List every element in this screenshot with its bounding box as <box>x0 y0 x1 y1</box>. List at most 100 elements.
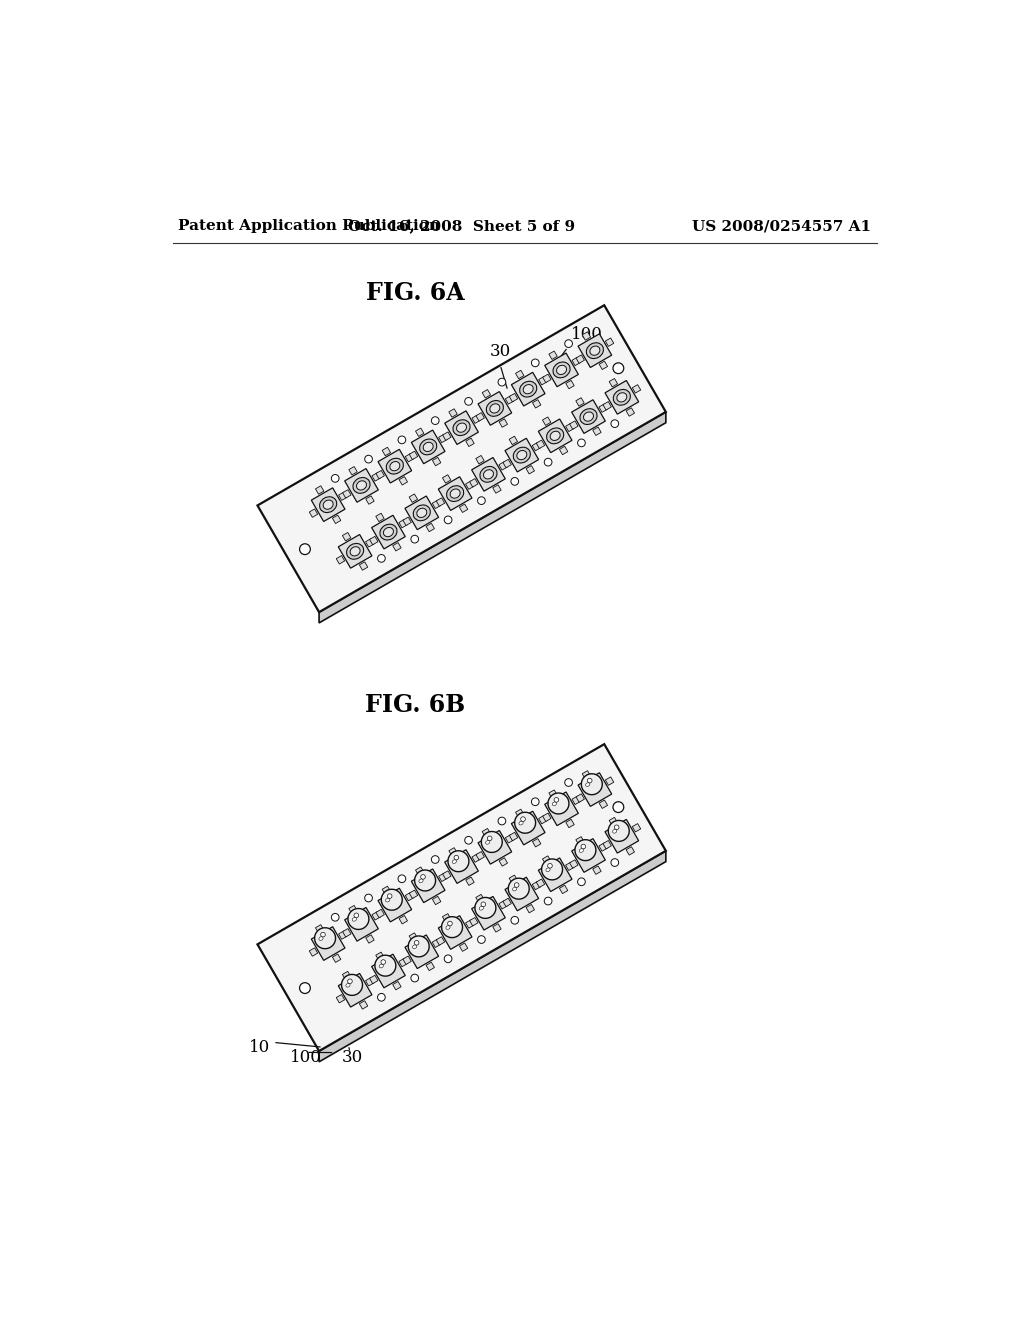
Polygon shape <box>404 935 438 969</box>
Circle shape <box>415 940 419 945</box>
Ellipse shape <box>508 878 529 899</box>
Polygon shape <box>559 886 568 894</box>
Polygon shape <box>478 392 512 425</box>
Ellipse shape <box>582 774 602 795</box>
Ellipse shape <box>453 859 457 863</box>
Polygon shape <box>575 397 585 407</box>
Polygon shape <box>442 432 451 441</box>
Polygon shape <box>402 517 412 525</box>
Circle shape <box>447 921 453 925</box>
Circle shape <box>511 916 518 924</box>
Ellipse shape <box>409 936 429 957</box>
Circle shape <box>531 797 539 805</box>
Polygon shape <box>309 510 317 517</box>
Polygon shape <box>571 400 605 433</box>
Circle shape <box>531 359 539 367</box>
Polygon shape <box>416 428 424 437</box>
Polygon shape <box>382 886 390 895</box>
Polygon shape <box>505 878 539 911</box>
Ellipse shape <box>574 840 596 861</box>
Polygon shape <box>559 446 568 454</box>
Polygon shape <box>565 424 574 432</box>
Polygon shape <box>543 417 551 425</box>
Polygon shape <box>311 488 345 521</box>
Ellipse shape <box>553 362 570 378</box>
Polygon shape <box>372 912 380 920</box>
Polygon shape <box>503 459 511 467</box>
Ellipse shape <box>386 898 390 902</box>
Circle shape <box>411 536 419 543</box>
Polygon shape <box>366 935 374 944</box>
Ellipse shape <box>441 916 463 937</box>
Polygon shape <box>493 484 501 494</box>
Ellipse shape <box>587 343 603 359</box>
Circle shape <box>481 902 485 907</box>
Polygon shape <box>404 496 438 529</box>
Polygon shape <box>577 793 585 803</box>
Polygon shape <box>378 449 412 483</box>
Polygon shape <box>399 958 408 966</box>
Ellipse shape <box>453 420 470 436</box>
Ellipse shape <box>479 907 483 909</box>
Polygon shape <box>466 438 474 446</box>
Polygon shape <box>472 414 480 424</box>
Ellipse shape <box>590 346 600 355</box>
Polygon shape <box>349 466 357 475</box>
Polygon shape <box>257 744 666 1051</box>
Polygon shape <box>372 515 406 549</box>
Ellipse shape <box>324 500 333 510</box>
Ellipse shape <box>584 412 594 421</box>
Polygon shape <box>499 462 507 470</box>
Polygon shape <box>609 379 617 387</box>
Circle shape <box>498 817 506 825</box>
Polygon shape <box>338 535 372 568</box>
Circle shape <box>465 837 472 843</box>
Polygon shape <box>532 882 541 890</box>
Polygon shape <box>410 933 418 941</box>
Polygon shape <box>532 442 541 451</box>
Circle shape <box>332 474 339 482</box>
Polygon shape <box>426 962 434 970</box>
Polygon shape <box>532 838 541 847</box>
Text: Oct. 16, 2008  Sheet 5 of 9: Oct. 16, 2008 Sheet 5 of 9 <box>348 219 575 234</box>
Circle shape <box>477 496 485 504</box>
Circle shape <box>588 779 592 783</box>
Ellipse shape <box>580 409 597 425</box>
Polygon shape <box>605 380 639 414</box>
Polygon shape <box>466 876 474 886</box>
Text: FIG. 6A: FIG. 6A <box>367 281 465 305</box>
Polygon shape <box>511 812 545 845</box>
Circle shape <box>444 516 452 524</box>
Circle shape <box>613 363 624 374</box>
Polygon shape <box>438 434 447 442</box>
Circle shape <box>300 982 310 994</box>
Ellipse shape <box>489 404 500 413</box>
Circle shape <box>565 339 572 347</box>
Text: FIG. 6B: FIG. 6B <box>366 693 466 717</box>
Circle shape <box>365 455 373 463</box>
Text: 100: 100 <box>571 326 603 343</box>
Polygon shape <box>537 440 545 449</box>
Polygon shape <box>579 334 611 367</box>
Polygon shape <box>543 855 551 865</box>
Polygon shape <box>599 842 607 851</box>
Polygon shape <box>532 400 541 408</box>
Circle shape <box>411 974 419 982</box>
Polygon shape <box>545 352 579 387</box>
Ellipse shape <box>481 832 502 853</box>
Polygon shape <box>545 792 579 825</box>
Polygon shape <box>549 789 557 799</box>
Polygon shape <box>343 928 351 937</box>
Ellipse shape <box>423 442 433 451</box>
Ellipse shape <box>419 879 423 883</box>
Polygon shape <box>426 523 434 532</box>
Circle shape <box>578 878 586 886</box>
Polygon shape <box>572 796 581 805</box>
Polygon shape <box>476 851 484 861</box>
Ellipse shape <box>447 851 469 871</box>
Polygon shape <box>482 389 490 397</box>
Polygon shape <box>366 539 374 546</box>
Polygon shape <box>505 834 514 843</box>
Polygon shape <box>599 404 607 412</box>
Polygon shape <box>402 956 412 965</box>
